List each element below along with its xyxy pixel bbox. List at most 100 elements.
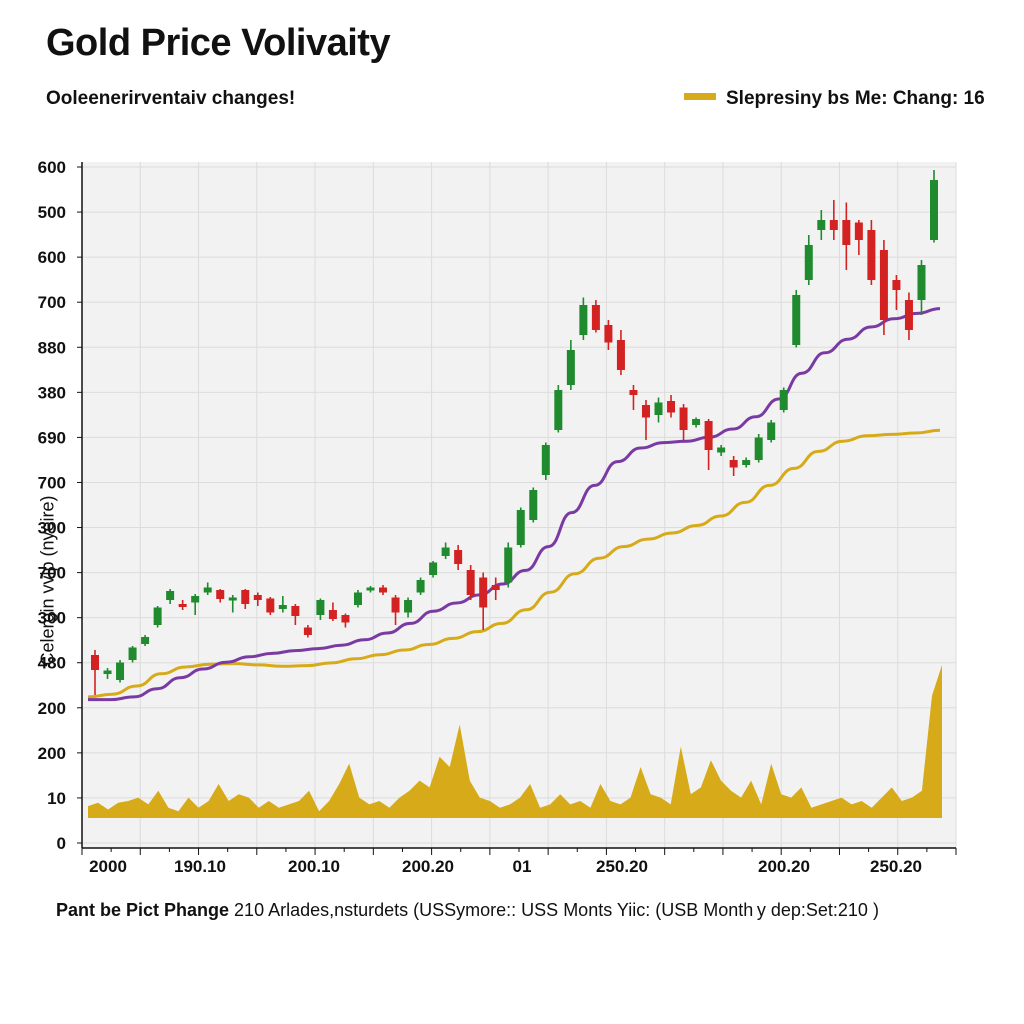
y-tick-label: 690 bbox=[38, 428, 66, 447]
candle bbox=[616, 330, 625, 375]
candle-body-down bbox=[454, 550, 463, 564]
candle-body-down bbox=[328, 610, 337, 619]
candle-body-down bbox=[379, 587, 388, 593]
x-tick-label: 200.20 bbox=[758, 857, 810, 876]
candle bbox=[466, 565, 475, 600]
candle-body-up bbox=[767, 422, 776, 440]
axes bbox=[81, 162, 956, 849]
candle-body-up bbox=[529, 490, 538, 520]
candle bbox=[391, 595, 400, 625]
legend-label: Slepresiny bs Me: Chang: 16 bbox=[726, 88, 985, 109]
candle-body-up bbox=[742, 460, 751, 465]
candle bbox=[554, 385, 563, 433]
candle-body-up bbox=[516, 510, 525, 545]
candle bbox=[792, 290, 801, 348]
candle-body-down bbox=[704, 421, 713, 450]
candle-body-up bbox=[441, 547, 450, 556]
y-tick-label: 200 bbox=[38, 699, 66, 718]
caption-rest: 210 Arlades,nsturdets (USSymore:: USS Mo… bbox=[229, 900, 879, 920]
candle-body-up bbox=[116, 662, 125, 680]
candle bbox=[904, 292, 913, 340]
candle bbox=[316, 598, 325, 620]
candle-body-up bbox=[203, 587, 212, 593]
candle-body-up bbox=[353, 592, 362, 605]
candle bbox=[328, 602, 337, 621]
candle bbox=[366, 586, 375, 593]
candle-body-up bbox=[128, 647, 137, 660]
volume-area bbox=[88, 665, 942, 818]
candle bbox=[754, 434, 763, 463]
candle-body-up bbox=[779, 390, 788, 410]
x-tick-label: 200.20 bbox=[402, 857, 454, 876]
candle bbox=[479, 572, 488, 630]
candle-body-down bbox=[829, 220, 838, 230]
candle bbox=[804, 235, 813, 285]
candle bbox=[867, 220, 876, 285]
candle bbox=[742, 457, 751, 468]
y-tick-label: 500 bbox=[38, 203, 66, 222]
x-axis-ticks: 2000 190.10 200.10 200.20 01 250.20 200.20 250.… bbox=[81, 848, 957, 876]
candle bbox=[253, 592, 262, 606]
candle bbox=[303, 625, 312, 638]
x-tick-label: 01 bbox=[513, 857, 532, 876]
y-tick-label: 380 bbox=[38, 383, 66, 402]
candle bbox=[604, 320, 613, 350]
candle bbox=[203, 582, 212, 595]
candle-body-down bbox=[854, 222, 863, 240]
candle-body-up bbox=[103, 670, 112, 674]
y-tick-label: 700 bbox=[38, 293, 66, 312]
candle bbox=[629, 385, 638, 410]
candle-body-down bbox=[591, 305, 600, 330]
candle-body-down bbox=[679, 407, 688, 430]
x-tick-label: 250.20 bbox=[870, 857, 922, 876]
y-tick-label: 300 bbox=[38, 609, 66, 628]
candle bbox=[704, 419, 713, 470]
purple-trend-line bbox=[88, 307, 941, 702]
candle bbox=[829, 200, 838, 240]
candle bbox=[141, 635, 150, 646]
candle bbox=[404, 597, 413, 618]
candle bbox=[216, 589, 225, 603]
candle bbox=[291, 604, 300, 625]
candlestick-series bbox=[91, 170, 938, 695]
candle-body-up bbox=[692, 419, 701, 425]
candle-body-down bbox=[178, 604, 187, 607]
candle bbox=[930, 170, 938, 243]
candle bbox=[266, 597, 275, 615]
candle-body-up bbox=[404, 600, 413, 613]
x-tick-label: 2000 bbox=[89, 857, 127, 876]
candle-body-down bbox=[341, 615, 350, 623]
candle bbox=[579, 297, 588, 340]
candle-body-down bbox=[616, 340, 625, 370]
candle bbox=[178, 600, 187, 610]
candle bbox=[116, 660, 125, 683]
candle-body-down bbox=[91, 655, 99, 670]
candle-body-down bbox=[604, 325, 613, 343]
candle-body-up bbox=[804, 245, 813, 280]
candle-body-up bbox=[917, 265, 926, 300]
candle bbox=[729, 456, 738, 476]
candle bbox=[692, 417, 701, 428]
candle bbox=[228, 595, 237, 613]
x-tick-label: 190.10 bbox=[174, 857, 226, 876]
y-tick-label: 300 bbox=[38, 519, 66, 538]
candle-body-up bbox=[754, 437, 763, 460]
candle bbox=[767, 420, 776, 443]
candle bbox=[153, 606, 162, 628]
candle bbox=[516, 507, 525, 548]
candle bbox=[779, 387, 788, 413]
candle-body-up bbox=[141, 637, 150, 644]
chart-title: Gold Price Volivaity bbox=[46, 22, 391, 64]
candle-body-down bbox=[904, 300, 913, 330]
candle-body-up bbox=[504, 547, 513, 583]
y-tick-label: 880 bbox=[38, 338, 66, 357]
candle-body-down bbox=[629, 390, 638, 395]
candle-body-up bbox=[166, 591, 175, 600]
candle-body-up bbox=[416, 580, 425, 593]
chart-subtitle: Ooleenerirventaiv changes! bbox=[46, 88, 296, 109]
candle-body-up bbox=[792, 295, 801, 345]
candle-body-up bbox=[153, 607, 162, 625]
candle-body-up bbox=[579, 305, 588, 335]
candle bbox=[379, 585, 388, 595]
candle bbox=[441, 542, 450, 559]
